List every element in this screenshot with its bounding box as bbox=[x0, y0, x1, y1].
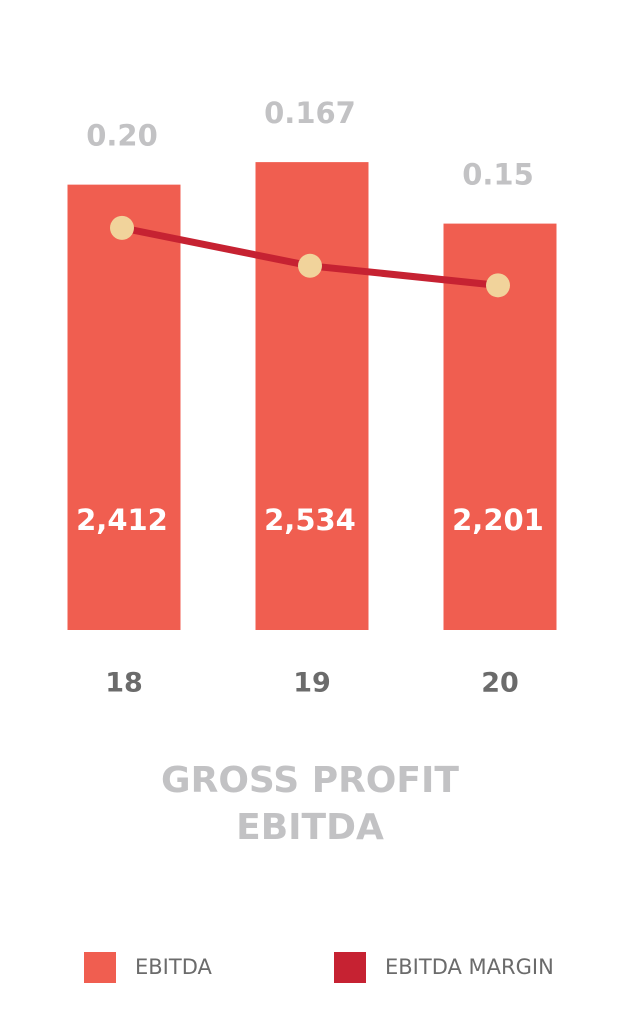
data-label: 0.167 bbox=[264, 96, 356, 130]
legend-label: EBITDA bbox=[135, 955, 212, 979]
legend-swatch bbox=[84, 952, 116, 983]
bar bbox=[255, 162, 369, 631]
legend-swatch bbox=[334, 952, 366, 983]
marker bbox=[110, 215, 134, 240]
data-label: 0.15 bbox=[462, 158, 534, 192]
data-label: 2,412 bbox=[76, 503, 168, 537]
bar bbox=[67, 184, 181, 631]
chart-title: GROSS PROFIT bbox=[161, 760, 459, 801]
marker bbox=[298, 253, 322, 278]
x-tick-label: 18 bbox=[105, 668, 143, 699]
data-label: 2,534 bbox=[264, 503, 356, 537]
x-tick-label: 19 bbox=[293, 668, 331, 699]
marker bbox=[486, 273, 510, 298]
x-tick-label: 20 bbox=[481, 668, 519, 699]
legend-label: EBITDA MARGIN bbox=[385, 955, 554, 979]
data-label: 2,201 bbox=[452, 503, 544, 537]
data-label: 0.20 bbox=[86, 119, 158, 153]
chart-title: EBITDA bbox=[236, 807, 384, 848]
